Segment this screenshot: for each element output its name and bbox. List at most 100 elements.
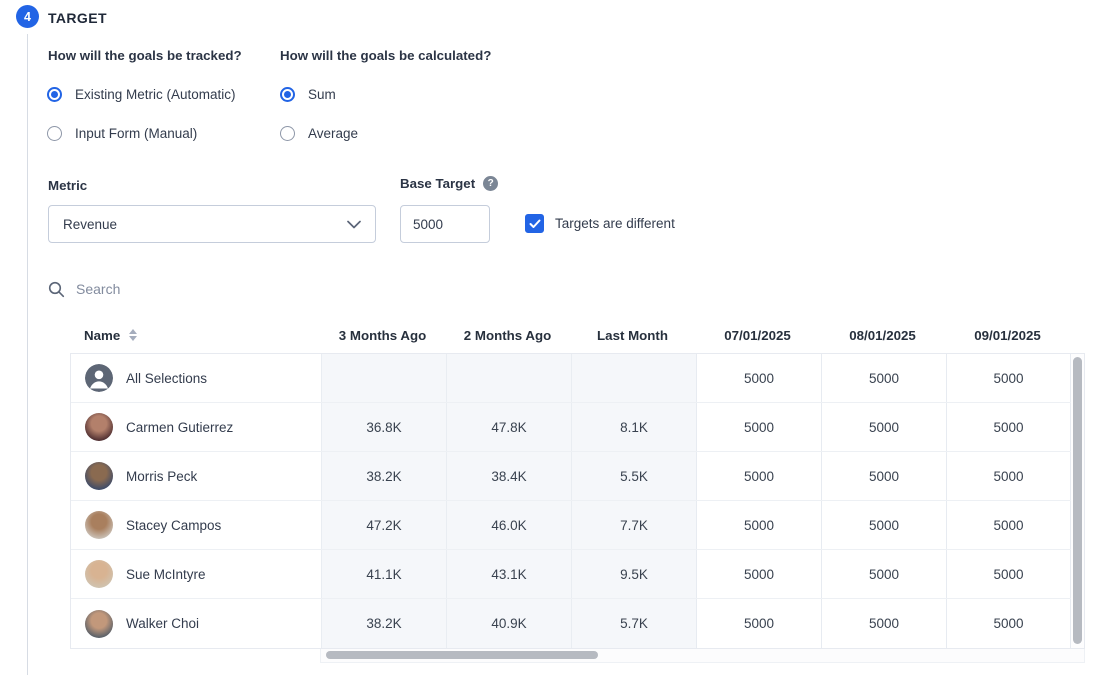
target-value-cell[interactable]: 5000: [821, 501, 946, 549]
radio-existing-metric[interactable]: Existing Metric (Automatic): [47, 87, 236, 102]
target-value-cell[interactable]: 5000: [946, 354, 1071, 402]
target-value-cell[interactable]: 5000: [696, 550, 821, 598]
history-value-cell: 38.4K: [446, 452, 571, 500]
column-header-label: 09/01/2025: [974, 327, 1041, 343]
history-value-cell: 36.8K: [321, 403, 446, 451]
table-row: All Selections 5000 5000 5000: [71, 354, 1084, 403]
history-value-cell: 46.0K: [446, 501, 571, 549]
target-value-cell[interactable]: 5000: [946, 403, 1071, 451]
history-value-cell: 47.8K: [446, 403, 571, 451]
checkbox-label: Targets are different: [555, 216, 675, 231]
metric-dropdown-value: Revenue: [63, 216, 118, 232]
radio-button-icon[interactable]: [280, 87, 295, 102]
history-value-cell: [571, 354, 696, 402]
radio-average[interactable]: Average: [280, 126, 358, 141]
history-value-cell: [446, 354, 571, 402]
row-name: Stacey Campos: [126, 517, 222, 533]
step-number-badge: 4: [16, 5, 39, 28]
radio-label: Input Form (Manual): [75, 126, 198, 141]
radio-label: Sum: [308, 87, 336, 102]
target-value-cell[interactable]: 5000: [696, 452, 821, 500]
tracked-question-label: How will the goals be tracked?: [48, 48, 242, 63]
column-header: 08/01/2025: [820, 328, 945, 343]
history-value-cell: 7.7K: [571, 501, 696, 549]
name-cell: Morris Peck: [71, 452, 321, 500]
base-target-input[interactable]: [400, 205, 490, 243]
search-input[interactable]: [76, 281, 1048, 297]
radio-button-icon[interactable]: [280, 126, 295, 141]
history-value-cell: [321, 354, 446, 402]
targets-different-checkbox-row[interactable]: Targets are different: [525, 214, 675, 233]
row-name: Morris Peck: [126, 468, 198, 484]
checkmark-icon: [529, 219, 540, 228]
name-cell: Walker Choi: [71, 599, 321, 648]
avatar: [85, 609, 113, 638]
target-value-cell[interactable]: 5000: [821, 452, 946, 500]
radio-button-icon[interactable]: [47, 126, 62, 141]
avatar: [85, 413, 113, 441]
checkbox-icon[interactable]: [525, 214, 544, 233]
radio-sum[interactable]: Sum: [280, 87, 336, 102]
target-value-cell[interactable]: 5000: [821, 354, 946, 402]
sort-icon[interactable]: [129, 329, 138, 341]
radio-input-form[interactable]: Input Form (Manual): [47, 126, 197, 141]
row-name: Walker Choi: [126, 616, 200, 631]
base-target-label: Base Target ?: [400, 176, 499, 191]
base-target-label-text: Base Target: [400, 176, 476, 191]
radio-label: Existing Metric (Automatic): [75, 87, 236, 102]
target-value-cell[interactable]: 5000: [696, 403, 821, 451]
column-header-label: Last Month: [597, 327, 668, 343]
history-value-cell: 5.5K: [571, 452, 696, 500]
column-header[interactable]: Name: [70, 328, 320, 343]
column-header-label: 07/01/2025: [724, 327, 791, 343]
column-header-label: 08/01/2025: [849, 327, 916, 343]
history-value-cell: 40.9K: [446, 599, 571, 648]
table-row: Walker Choi 38.2K 40.9K 5.7K 5000 5000 5000: [71, 599, 1084, 648]
target-value-cell[interactable]: 5000: [696, 599, 821, 648]
column-header-label: Name: [84, 327, 121, 343]
calculated-question-label: How will the goals be calculated?: [280, 48, 492, 63]
vertical-scrollbar-track[interactable]: [1071, 354, 1084, 648]
row-name: Sue McIntyre: [126, 566, 206, 582]
column-header: 07/01/2025: [695, 328, 820, 343]
column-header: 09/01/2025: [945, 328, 1070, 343]
column-header-label: 2 Months Ago: [463, 327, 552, 343]
name-cell: All Selections: [71, 354, 321, 402]
target-value-cell[interactable]: 5000: [946, 452, 1071, 500]
metric-label-text: Metric: [48, 178, 88, 193]
horizontal-scrollbar-track[interactable]: [320, 649, 1085, 663]
target-value-cell[interactable]: 5000: [821, 550, 946, 598]
avatar: [85, 511, 113, 539]
target-value-cell[interactable]: 5000: [946, 599, 1071, 648]
history-value-cell: 5.7K: [571, 599, 696, 648]
search-bar[interactable]: [48, 278, 1048, 300]
radio-button-icon[interactable]: [47, 87, 62, 102]
metric-dropdown[interactable]: Revenue: [48, 205, 376, 243]
history-value-cell: 47.2K: [321, 501, 446, 549]
step-title: TARGET: [48, 10, 107, 26]
metric-label: Metric: [48, 178, 87, 193]
target-value-cell[interactable]: 5000: [821, 599, 946, 648]
target-value-cell[interactable]: 5000: [696, 501, 821, 549]
column-header: 3 Months Ago: [320, 328, 445, 343]
history-value-cell: 41.1K: [321, 550, 446, 598]
table-body: All Selections 5000 5000 5000 Carmen Gutierr…: [70, 353, 1085, 649]
name-cell: Sue McIntyre: [71, 550, 321, 598]
table-row: Stacey Campos 47.2K 46.0K 7.7K 5000 5000 5000: [71, 501, 1084, 550]
target-value-cell[interactable]: 5000: [821, 403, 946, 451]
chevron-down-icon: [347, 220, 361, 228]
horizontal-scrollbar-thumb[interactable]: [326, 651, 598, 659]
help-icon[interactable]: ?: [483, 176, 499, 191]
step-connector-line: [27, 34, 28, 675]
column-header: Last Month: [570, 328, 695, 343]
target-value-cell[interactable]: 5000: [946, 550, 1071, 598]
row-name: Carmen Gutierrez: [126, 419, 234, 435]
avatar: [85, 560, 113, 588]
name-cell: Stacey Campos: [71, 501, 321, 549]
name-cell: Carmen Gutierrez: [71, 403, 321, 451]
all-selections-icon: [85, 364, 113, 392]
target-value-cell[interactable]: 5000: [946, 501, 1071, 549]
target-value-cell[interactable]: 5000: [696, 354, 821, 402]
history-value-cell: 8.1K: [571, 403, 696, 451]
vertical-scrollbar-thumb[interactable]: [1073, 357, 1082, 644]
